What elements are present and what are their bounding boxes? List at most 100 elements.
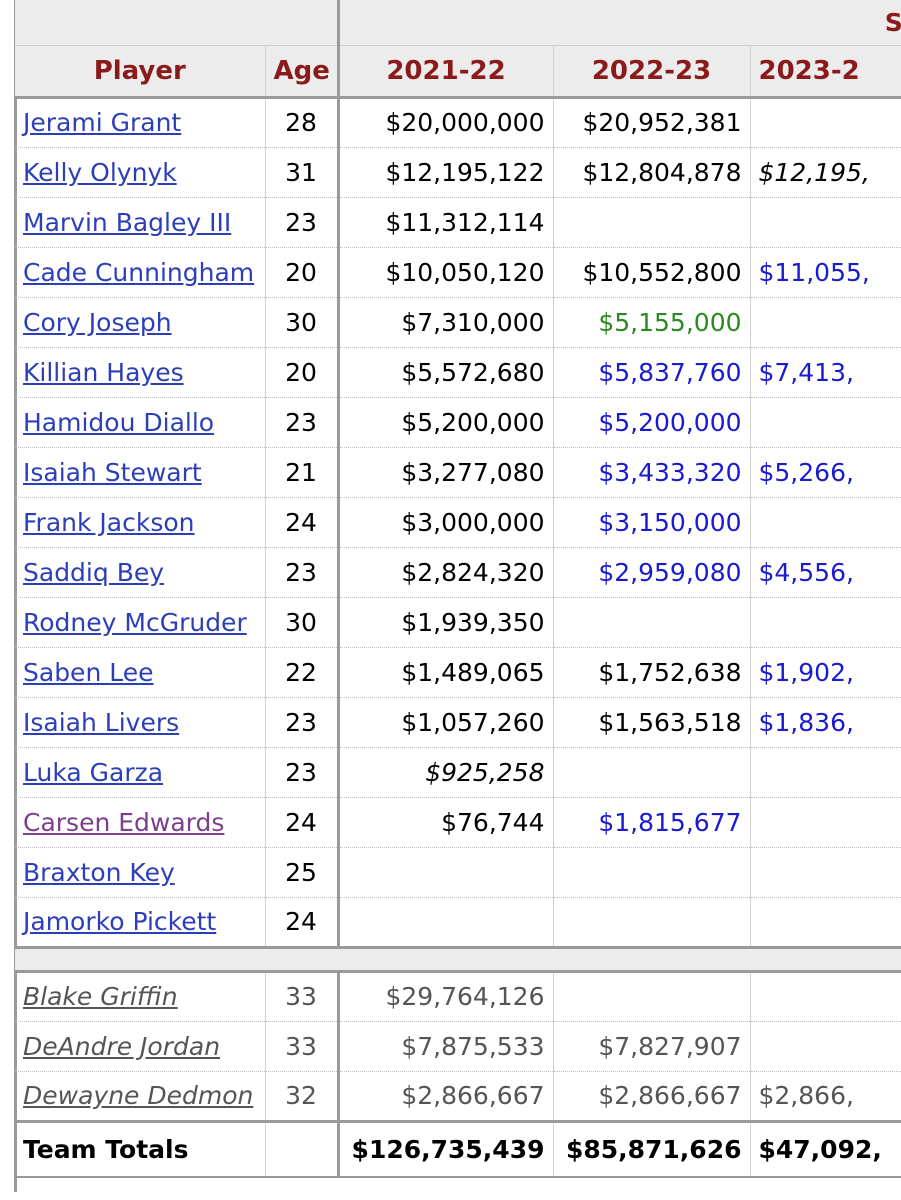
- salary-cell-2021-22: $2,866,667: [337, 1071, 553, 1122]
- salary-cell-2022-23: [552, 897, 750, 948]
- age-cell: 23: [264, 197, 340, 248]
- salary-cell-2022-23: [552, 597, 750, 648]
- player-row-isaiah-stewart: Isaiah Stewart 21 $3,277,080 $3,433,320 $5,2…: [15, 447, 901, 498]
- player-link-jamorko-pickett[interactable]: Jamorko Pickett: [23, 907, 217, 936]
- player-link-isaiah-livers[interactable]: Isaiah Livers: [23, 707, 180, 737]
- salary-cell-2023-24: $4,556,: [749, 547, 901, 598]
- salary-cell-2023-24: $1,836,: [749, 697, 901, 748]
- salary-cell-2022-23: $3,150,000: [552, 497, 750, 548]
- salary-group-header: Sala: [338, 0, 901, 46]
- age-cell: 30: [264, 297, 340, 348]
- salary-cell-2022-23: $2,866,667: [552, 1071, 750, 1122]
- player-row-saben-lee: Saben Lee 22 $1,489,065 $1,752,638 $1,902,: [15, 647, 901, 698]
- player-link-braxton-key[interactable]: Braxton Key: [23, 857, 175, 887]
- player-link-hamidou-diallo[interactable]: Hamidou Diallo: [23, 407, 215, 437]
- player-row-braxton-key: Braxton Key 25: [15, 847, 901, 898]
- column-header-2021-22[interactable]: 2021-22: [337, 45, 553, 99]
- salary-cell-2023-24: [749, 497, 901, 548]
- salary-cell-2022-23: $10,552,800: [552, 247, 750, 298]
- over-header-row: Sala: [15, 0, 901, 46]
- age-cell: 22: [264, 647, 340, 698]
- player-cell: DeAndre Jordan: [15, 1021, 265, 1072]
- player-rows: Jerami Grant 28 $20,000,000 $20,952,381 Kell…: [15, 97, 901, 948]
- salary-cell-2021-22: $3,277,080: [337, 447, 553, 498]
- salary-cell-2022-23: [552, 747, 750, 798]
- player-link-rodney-mcgruder[interactable]: Rodney McGruder: [23, 607, 247, 637]
- player-link-deandre-jordan[interactable]: DeAndre Jordan: [23, 1031, 221, 1061]
- player-link-cade-cunningham[interactable]: Cade Cunningham: [23, 257, 255, 287]
- age-cell: 20: [264, 347, 340, 398]
- player-row-luka-garza: Luka Garza 23 $925,258: [15, 747, 901, 798]
- player-link-saddiq-bey[interactable]: Saddiq Bey: [23, 557, 165, 587]
- salary-cell-2022-23: $5,200,000: [552, 397, 750, 448]
- salary-cell-2022-23: $5,837,760: [552, 347, 750, 398]
- team-totals-label: Team Totals: [15, 1119, 265, 1178]
- player-link-kelly-olynyk[interactable]: Kelly Olynyk: [23, 157, 177, 187]
- team-totals-age: [264, 1119, 340, 1178]
- salary-cell-2021-22: $29,764,126: [337, 971, 553, 1022]
- player-link-killian-hayes[interactable]: Killian Hayes: [23, 357, 184, 387]
- team-totals-2022-23: $85,871,626: [552, 1119, 750, 1178]
- salary-cell-2021-22: $5,572,680: [337, 347, 553, 398]
- player-cell: Blake Griffin: [15, 971, 265, 1022]
- column-header-player[interactable]: Player: [15, 45, 265, 99]
- player-cell: Cade Cunningham: [15, 247, 265, 298]
- player-link-jerami-grant[interactable]: Jerami Grant: [23, 108, 182, 137]
- player-link-cory-joseph[interactable]: Cory Joseph: [23, 307, 172, 337]
- salary-cell-2022-23: [552, 847, 750, 898]
- player-link-saben-lee[interactable]: Saben Lee: [23, 657, 154, 687]
- player-link-isaiah-stewart[interactable]: Isaiah Stewart: [23, 457, 202, 487]
- player-cell: Luka Garza: [15, 747, 265, 798]
- salary-cell-2022-23: $12,804,878: [552, 147, 750, 198]
- waived-row-deandre-jordan: DeAndre Jordan 33 $7,875,533 $7,827,907: [15, 1021, 901, 1072]
- player-row-frank-jackson: Frank Jackson 24 $3,000,000 $3,150,000: [15, 497, 901, 548]
- salary-cell-2021-22: $7,875,533: [337, 1021, 553, 1072]
- column-header-row: Player Age 2021-22 2022-23 2023-2: [15, 45, 901, 99]
- player-link-carsen-edwards[interactable]: Carsen Edwards: [23, 807, 225, 837]
- player-link-dewayne-dedmon[interactable]: Dewayne Dedmon: [23, 1081, 254, 1110]
- waived-separator: [15, 945, 901, 973]
- age-cell: 23: [264, 397, 340, 448]
- player-cell: Saddiq Bey: [15, 547, 265, 598]
- age-cell: 33: [264, 1021, 340, 1072]
- salary-cell-2023-24: [749, 97, 901, 148]
- salary-cell-2022-23: $5,155,000: [552, 297, 750, 348]
- salary-cell-2021-22: $2,824,320: [337, 547, 553, 598]
- player-link-blake-griffin[interactable]: Blake Griffin: [23, 982, 178, 1011]
- player-cell: Cory Joseph: [15, 297, 265, 348]
- player-row-jamorko-pickett: Jamorko Pickett 24: [15, 897, 901, 948]
- waived-row-dewayne-dedmon: Dewayne Dedmon 32 $2,866,667 $2,866,667 $2,8…: [15, 1071, 901, 1122]
- salary-cell-2021-22: $925,258: [337, 747, 553, 798]
- salary-cell-2021-22: $11,312,114: [337, 197, 553, 248]
- player-link-marvin-bagley-iii[interactable]: Marvin Bagley III: [23, 207, 232, 237]
- age-cell: 23: [264, 697, 340, 748]
- age-cell: 21: [264, 447, 340, 498]
- player-row-hamidou-diallo: Hamidou Diallo 23 $5,200,000 $5,200,000: [15, 397, 901, 448]
- column-header-2022-23[interactable]: 2022-23: [552, 45, 750, 99]
- salary-cell-2021-22: $20,000,000: [337, 97, 553, 148]
- salary-cell-2021-22: $3,000,000: [337, 497, 553, 548]
- player-link-luka-garza[interactable]: Luka Garza: [23, 757, 164, 787]
- age-cell: 25: [264, 847, 340, 898]
- over-header-blank: [15, 0, 340, 46]
- team-totals-row: Team Totals $126,735,439 $85,871,626 $47…: [15, 1119, 901, 1178]
- player-cell: Jerami Grant: [15, 97, 265, 148]
- player-cell: Hamidou Diallo: [15, 397, 265, 448]
- salary-cell-2023-24: [749, 397, 901, 448]
- player-link-frank-jackson[interactable]: Frank Jackson: [23, 507, 195, 537]
- salary-cell-2021-22: $1,489,065: [337, 647, 553, 698]
- salary-cell-2023-24: $5,266,: [749, 447, 901, 498]
- salary-cell-2023-24: [749, 747, 901, 798]
- salary-cell-2021-22: $7,310,000: [337, 297, 553, 348]
- salary-cell-2021-22: $1,057,260: [337, 697, 553, 748]
- age-cell: 23: [264, 747, 340, 798]
- salary-cell-2022-23: [552, 197, 750, 248]
- player-cell: Isaiah Livers: [15, 697, 265, 748]
- column-header-2023-24[interactable]: 2023-2: [749, 45, 901, 99]
- player-cell: Dewayne Dedmon: [15, 1071, 265, 1122]
- waived-row-blake-griffin: Blake Griffin 33 $29,764,126: [15, 971, 901, 1022]
- salary-cell-2023-24: [749, 1021, 901, 1072]
- column-header-age[interactable]: Age: [264, 45, 340, 99]
- player-row-cory-joseph: Cory Joseph 30 $7,310,000 $5,155,000: [15, 297, 901, 348]
- player-cell: Frank Jackson: [15, 497, 265, 548]
